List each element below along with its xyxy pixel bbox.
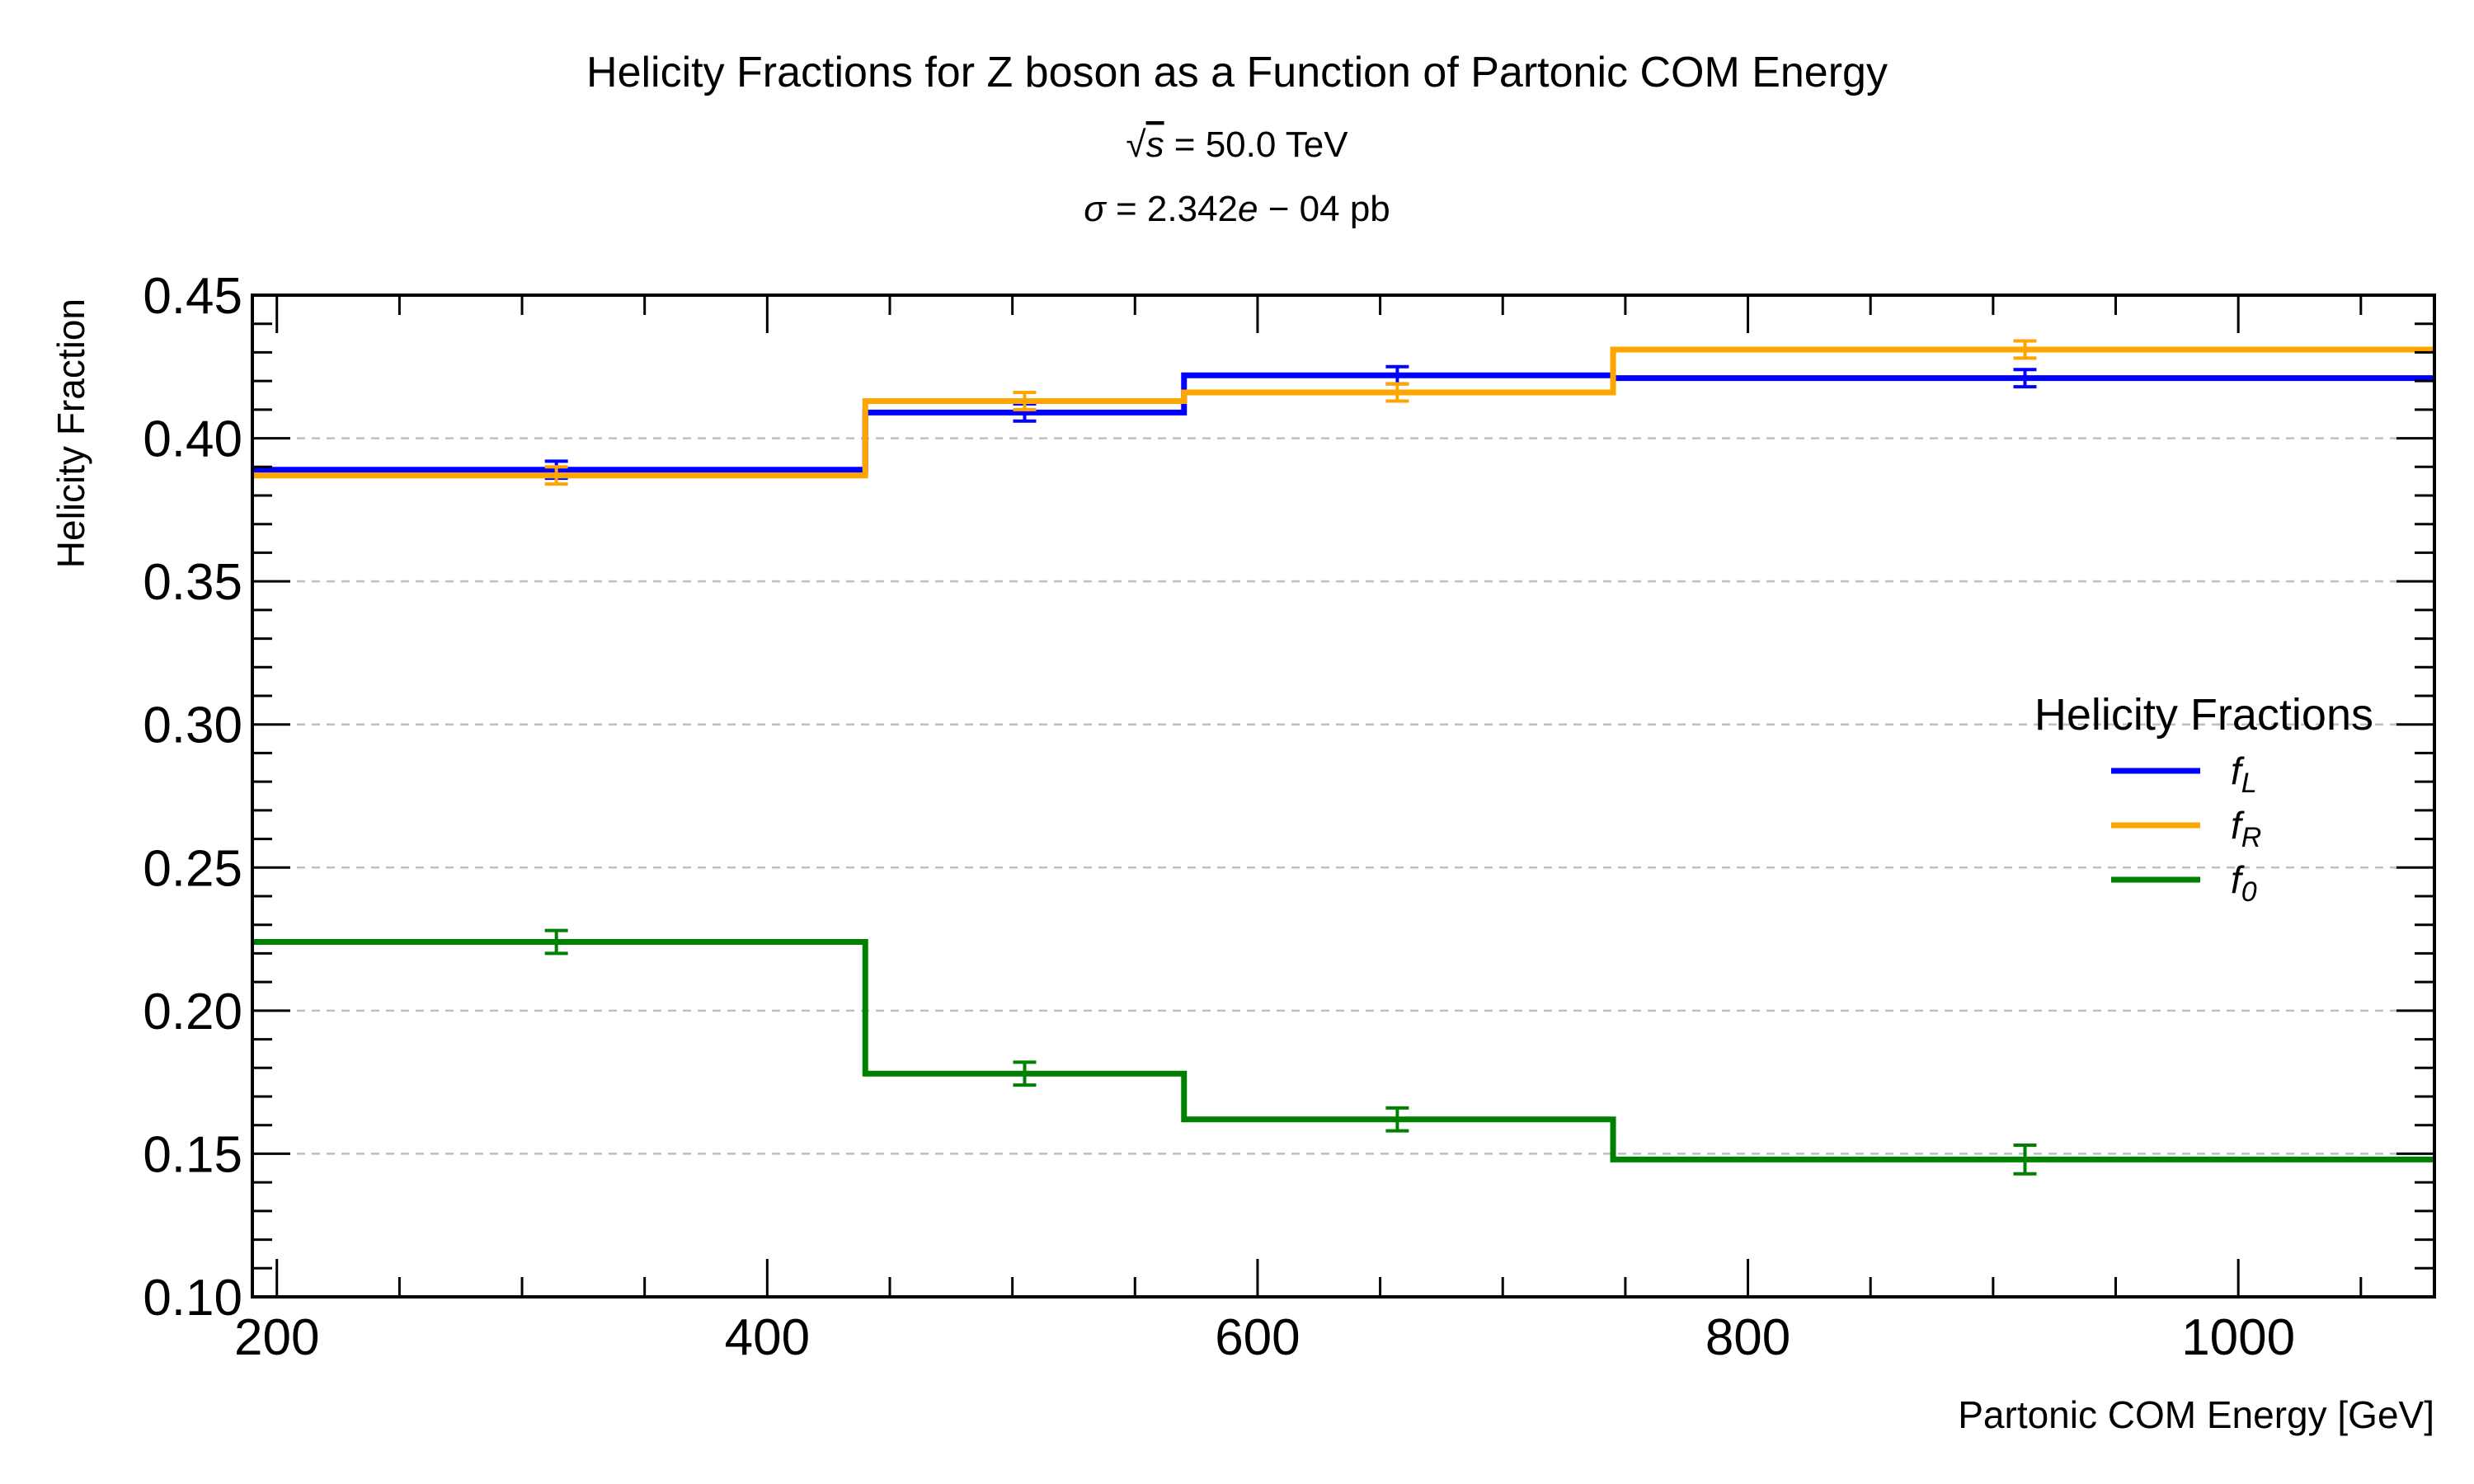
error-bar: [544, 465, 568, 486]
x-tick-label: 600: [1215, 1309, 1300, 1366]
y-tick-label: 0.40: [143, 411, 242, 468]
error-bar: [2013, 1144, 2037, 1176]
legend-item: fR: [2111, 804, 2261, 853]
y-tick-label: 0.25: [143, 840, 242, 897]
error-bar: [2013, 339, 2037, 360]
error-bar: [544, 928, 568, 956]
tick-labels: 0.10 0.15 0.20 0.25 0.30 0.35 0.40 0.45 200 400 60…: [143, 268, 2295, 1366]
y-tick-label: 0.20: [143, 984, 242, 1040]
sqrt-symbol: √: [1126, 124, 1146, 165]
chart-title-block: Helicity Fractions for Z boson as a Func…: [586, 49, 1888, 229]
series-f-R: [252, 339, 2434, 486]
plot-frame: [251, 294, 2436, 1298]
error-bar: [1385, 1106, 1409, 1133]
legend-label: fL: [2231, 749, 2257, 799]
y-tick-label: 0.30: [143, 697, 242, 754]
y-tick-label: 0.15: [143, 1126, 242, 1183]
y-tick-label: 0.35: [143, 554, 242, 611]
series-f-L: [252, 364, 2434, 481]
legend-item: f0: [2111, 858, 2257, 908]
chart-subtitle-cross-section: σ = 2.342e − 04 pb: [1084, 189, 1390, 229]
x-tick-label: 800: [1705, 1309, 1790, 1366]
legend-item: fL: [2111, 749, 2257, 799]
legend-items: fL fR f0: [2111, 749, 2261, 908]
legend-label: fR: [2231, 804, 2261, 853]
sigma-symbol: σ: [1084, 189, 1107, 229]
sqrt-variable: s: [1146, 124, 1164, 165]
error-bar: [1013, 391, 1037, 411]
step-line: [252, 939, 2434, 1162]
axis-ticks: [252, 294, 2434, 1298]
error-bar: [1385, 382, 1409, 403]
series-f-0: [252, 928, 2434, 1176]
y-tick-label: 0.10: [143, 1270, 242, 1327]
legend: Helicity Fractions fL fR f0: [2034, 690, 2373, 908]
energy-value: = 50.0 TeV: [1164, 124, 1349, 165]
error-bar: [1013, 1060, 1037, 1087]
step-line: [252, 346, 2434, 479]
y-axis-label: Helicity Fraction: [49, 298, 92, 568]
legend-label: f0: [2231, 858, 2257, 908]
sigma-e: e: [1238, 189, 1258, 229]
x-tick-label: 400: [725, 1309, 810, 1366]
grid-lines: [252, 437, 2434, 1155]
sigma-exponent: − 04 pb: [1258, 189, 1390, 229]
x-axis-label: Partonic COM Energy [GeV]: [1958, 1393, 2434, 1436]
step-line: [252, 372, 2434, 473]
chart-title: Helicity Fractions for Z boson as a Func…: [586, 49, 1888, 96]
y-tick-label: 0.45: [143, 268, 242, 325]
x-tick-label: 200: [234, 1309, 319, 1366]
series-group: [252, 339, 2434, 1176]
sigma-mantissa: = 2.342: [1106, 189, 1238, 229]
error-bar: [2013, 368, 2037, 389]
x-tick-label: 1000: [2181, 1309, 2295, 1366]
legend-title: Helicity Fractions: [2034, 690, 2373, 740]
chart-subtitle-energy: √s = 50.0 TeV: [1126, 124, 1348, 165]
